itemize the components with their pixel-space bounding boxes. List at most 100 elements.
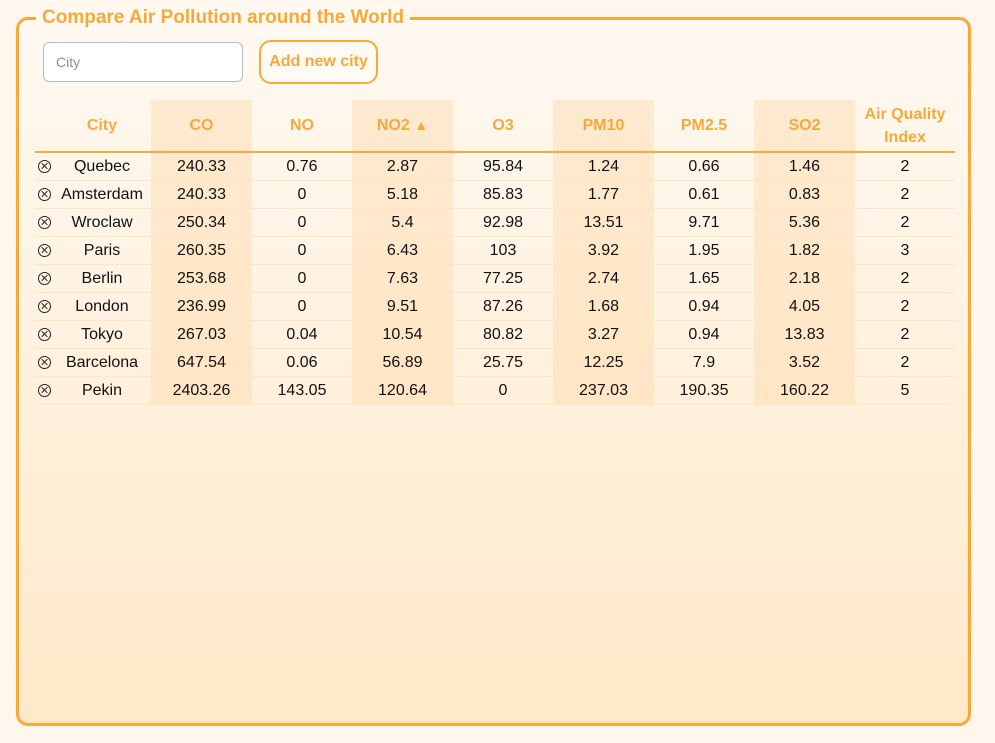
cell-co: 253.68 — [151, 264, 252, 293]
header-city[interactable]: City — [53, 100, 151, 153]
cell-no2: 5.4 — [352, 208, 453, 237]
cell-no: 0 — [252, 180, 352, 209]
header-co[interactable]: CO — [151, 100, 252, 153]
cell-so2: 0.83 — [754, 180, 855, 209]
cell-pm25: 0.94 — [654, 292, 754, 321]
cell-no: 0 — [252, 264, 352, 293]
cell-pm25: 9.71 — [654, 208, 754, 237]
circle-x-icon[interactable] — [38, 271, 51, 285]
circle-x-icon[interactable] — [38, 215, 51, 229]
circle-x-icon[interactable] — [38, 159, 51, 173]
cell-city: Wroclaw — [53, 208, 151, 237]
header-so2[interactable]: SO2 — [754, 100, 855, 153]
header-no[interactable]: NO — [252, 100, 352, 153]
table-row: Wroclaw 250.34 0 5.4 92.98 13.51 9.71 5.… — [35, 208, 955, 237]
header-aqi[interactable]: Air Quality Index — [855, 100, 955, 153]
cell-o3: 85.83 — [453, 180, 553, 209]
cell-no2: 56.89 — [352, 348, 453, 377]
cell-pm10: 12.25 — [553, 348, 654, 377]
header-remove — [35, 100, 53, 153]
cell-pm25: 7.9 — [654, 348, 754, 377]
cell-co: 267.03 — [151, 320, 252, 349]
remove-cell — [35, 152, 53, 181]
cell-so2: 1.46 — [754, 152, 855, 181]
circle-x-icon[interactable] — [38, 299, 51, 313]
pollution-table: City CO NO NO2 ▲ O3 PM10 PM2.5 SO2 Air Q… — [35, 100, 955, 405]
header-aqi-line1: Air Quality — [864, 105, 946, 123]
cell-o3: 0 — [453, 376, 553, 405]
cell-co: 240.33 — [151, 180, 252, 209]
add-city-button[interactable]: Add new city — [259, 40, 378, 84]
cell-so2: 2.18 — [754, 264, 855, 293]
sort-ascending-icon: ▲ — [414, 117, 429, 133]
header-no2[interactable]: NO2 ▲ — [352, 100, 453, 153]
cell-no: 0.06 — [252, 348, 352, 377]
remove-cell — [35, 180, 53, 209]
cell-no2: 6.43 — [352, 236, 453, 265]
cell-aqi: 2 — [855, 264, 955, 293]
remove-cell — [35, 292, 53, 321]
circle-x-icon[interactable] — [38, 187, 51, 201]
cell-co: 236.99 — [151, 292, 252, 321]
table-row: Tokyo 267.03 0.04 10.54 80.82 3.27 0.94 … — [35, 320, 955, 349]
header-pm25[interactable]: PM2.5 — [654, 100, 754, 153]
cell-no: 0.04 — [252, 320, 352, 349]
cell-co: 250.34 — [151, 208, 252, 237]
circle-x-icon[interactable] — [38, 243, 51, 257]
cell-o3: 80.82 — [453, 320, 553, 349]
table-row: Barcelona 647.54 0.06 56.89 25.75 12.25 … — [35, 348, 955, 377]
cell-aqi: 2 — [855, 320, 955, 349]
remove-cell — [35, 236, 53, 265]
cell-aqi: 2 — [855, 152, 955, 181]
header-pm10[interactable]: PM10 — [553, 100, 654, 153]
cell-pm25: 0.66 — [654, 152, 754, 181]
cell-no: 143.05 — [252, 376, 352, 405]
circle-x-icon[interactable] — [38, 383, 51, 397]
cell-no: 0.76 — [252, 152, 352, 181]
cell-city: London — [53, 292, 151, 321]
cell-city: Pekin — [53, 376, 151, 405]
cell-so2: 13.83 — [754, 320, 855, 349]
cell-aqi: 3 — [855, 236, 955, 265]
table-header-row: City CO NO NO2 ▲ O3 PM10 PM2.5 SO2 Air Q… — [35, 100, 955, 153]
cell-so2: 5.36 — [754, 208, 855, 237]
cell-o3: 103 — [453, 236, 553, 265]
cell-o3: 92.98 — [453, 208, 553, 237]
table-row: Amsterdam 240.33 0 5.18 85.83 1.77 0.61 … — [35, 180, 955, 209]
remove-cell — [35, 264, 53, 293]
cell-no: 0 — [252, 292, 352, 321]
city-input[interactable] — [43, 42, 243, 82]
cell-aqi: 5 — [855, 376, 955, 405]
cell-aqi: 2 — [855, 180, 955, 209]
cell-co: 647.54 — [151, 348, 252, 377]
cell-pm10: 1.77 — [553, 180, 654, 209]
header-aqi-line2: Index — [884, 128, 926, 146]
cell-pm10: 1.24 — [553, 152, 654, 181]
table-row: Paris 260.35 0 6.43 103 3.92 1.95 1.82 3 — [35, 236, 955, 265]
cell-co: 260.35 — [151, 236, 252, 265]
cell-aqi: 2 — [855, 292, 955, 321]
cell-no: 0 — [252, 236, 352, 265]
cell-city: Barcelona — [53, 348, 151, 377]
cell-city: Berlin — [53, 264, 151, 293]
header-o3[interactable]: O3 — [453, 100, 553, 153]
cell-pm25: 0.61 — [654, 180, 754, 209]
cell-pm10: 237.03 — [553, 376, 654, 405]
cell-o3: 25.75 — [453, 348, 553, 377]
cell-aqi: 2 — [855, 208, 955, 237]
table-row: London 236.99 0 9.51 87.26 1.68 0.94 4.0… — [35, 292, 955, 321]
cell-so2: 4.05 — [754, 292, 855, 321]
circle-x-icon[interactable] — [38, 327, 51, 341]
table-row: Pekin 2403.26 143.05 120.64 0 237.03 190… — [35, 376, 955, 405]
remove-cell — [35, 348, 53, 377]
cell-no2: 9.51 — [352, 292, 453, 321]
cell-no2: 2.87 — [352, 152, 453, 181]
remove-cell — [35, 376, 53, 405]
header-no2-label: NO2 — [376, 117, 410, 134]
cell-pm10: 1.68 — [553, 292, 654, 321]
cell-city: Quebec — [53, 152, 151, 181]
cell-no2: 120.64 — [352, 376, 453, 405]
cell-city: Amsterdam — [53, 180, 151, 209]
cell-no2: 10.54 — [352, 320, 453, 349]
circle-x-icon[interactable] — [38, 355, 51, 369]
